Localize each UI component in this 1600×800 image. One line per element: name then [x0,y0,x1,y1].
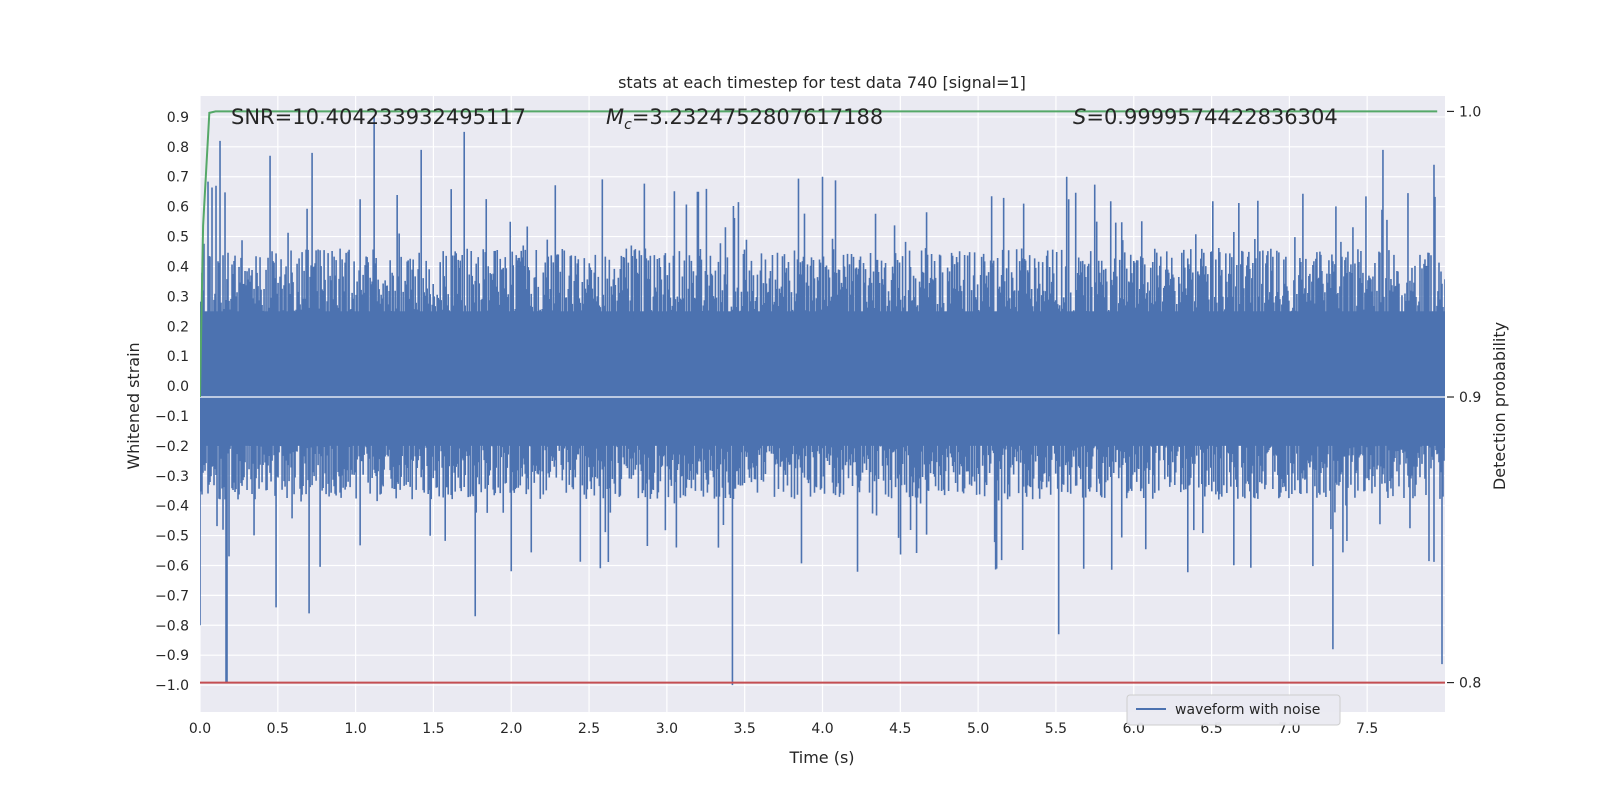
detection-stat-annotation: S=0.9999574422836304 [1073,105,1338,129]
detection-probability-line [200,110,1438,398]
y-tick-label: 0.6 [167,200,189,216]
x-tick-label: 0.5 [267,721,289,737]
chirp-mass-annotation: Mc=3.2324752807617188 [606,105,883,133]
y-tick-label: 0.5 [167,230,189,246]
x-tick-label: 5.5 [1045,721,1067,737]
x-tick-label: 1.0 [344,721,366,737]
y-tick-label: −0.9 [155,648,189,664]
snr-annotation: SNR=10.404233932495117 [231,105,526,129]
y-tick-label: 0.7 [167,170,189,186]
y-axis-label: Whitened strain [124,342,143,469]
x-tick-label: 7.5 [1356,721,1378,737]
x-tick-label: 2.5 [578,721,600,737]
y-axis-ticks: 0.9 0.8 0.7 0.6 0.5 0.4 0.3 0.2 0.1 0.0 −0.1 −0.2 −0… [155,110,189,694]
y-tick-label: 0.2 [167,319,189,335]
x-tick-label: 3.0 [656,721,678,737]
y-tick-label: 0.3 [167,289,189,305]
y-tick-label: −0.7 [155,588,189,604]
y-tick-label: 0.9 [167,110,189,126]
x-tick-label: 1.5 [422,721,444,737]
legend-box [1126,694,1341,726]
y-tick-label: −0.8 [155,618,189,634]
x-tick-label: 3.5 [734,721,756,737]
y-tick-label: −1.0 [155,678,189,694]
x-tick-label: 0.0 [189,721,211,737]
y2-tick-label: 0.8 [1459,676,1481,692]
y-tick-label: 0.1 [167,349,189,365]
y2-tick-label: 1.0 [1459,104,1481,120]
y-tick-label: 0.0 [167,379,189,395]
y-tick-label: −0.1 [155,409,189,425]
chirp-mass-symbol: M [606,105,624,129]
chart-title: stats at each timestep for test data 740… [618,73,1026,92]
chirp-mass-value: =3.2324752807617188 [632,105,883,129]
detection-stat-symbol: S [1073,105,1086,129]
y-tick-label: −0.6 [155,558,189,574]
x-tick-label: 5.0 [967,721,989,737]
legend: waveform with noise [1126,694,1341,726]
x-tick-label: 4.5 [889,721,911,737]
y-tick-label: 0.8 [167,140,189,156]
y-tick-label: −0.5 [155,529,189,545]
series-layer [200,110,1445,686]
x-tick-label: 4.0 [811,721,833,737]
y-tick-label: −0.3 [155,469,189,485]
y-tick-label: −0.4 [155,499,189,515]
legend-label-waveform: waveform with noise [1175,702,1320,718]
plot-area [200,110,1445,686]
y-tick-label: −0.2 [155,439,189,455]
y-tick-label: 0.4 [167,259,189,275]
x-tick-label: 2.0 [500,721,522,737]
y2-axis-label: Detection probability [1490,322,1509,490]
x-axis-label: Time (s) [788,748,854,767]
chirp-mass-subscript: c [624,117,632,133]
y2-axis-ticks: 1.0 0.9 0.8 [1447,104,1481,692]
detection-stat-value: =0.9999574422836304 [1086,105,1337,129]
y2-tick-label: 0.9 [1459,390,1481,406]
